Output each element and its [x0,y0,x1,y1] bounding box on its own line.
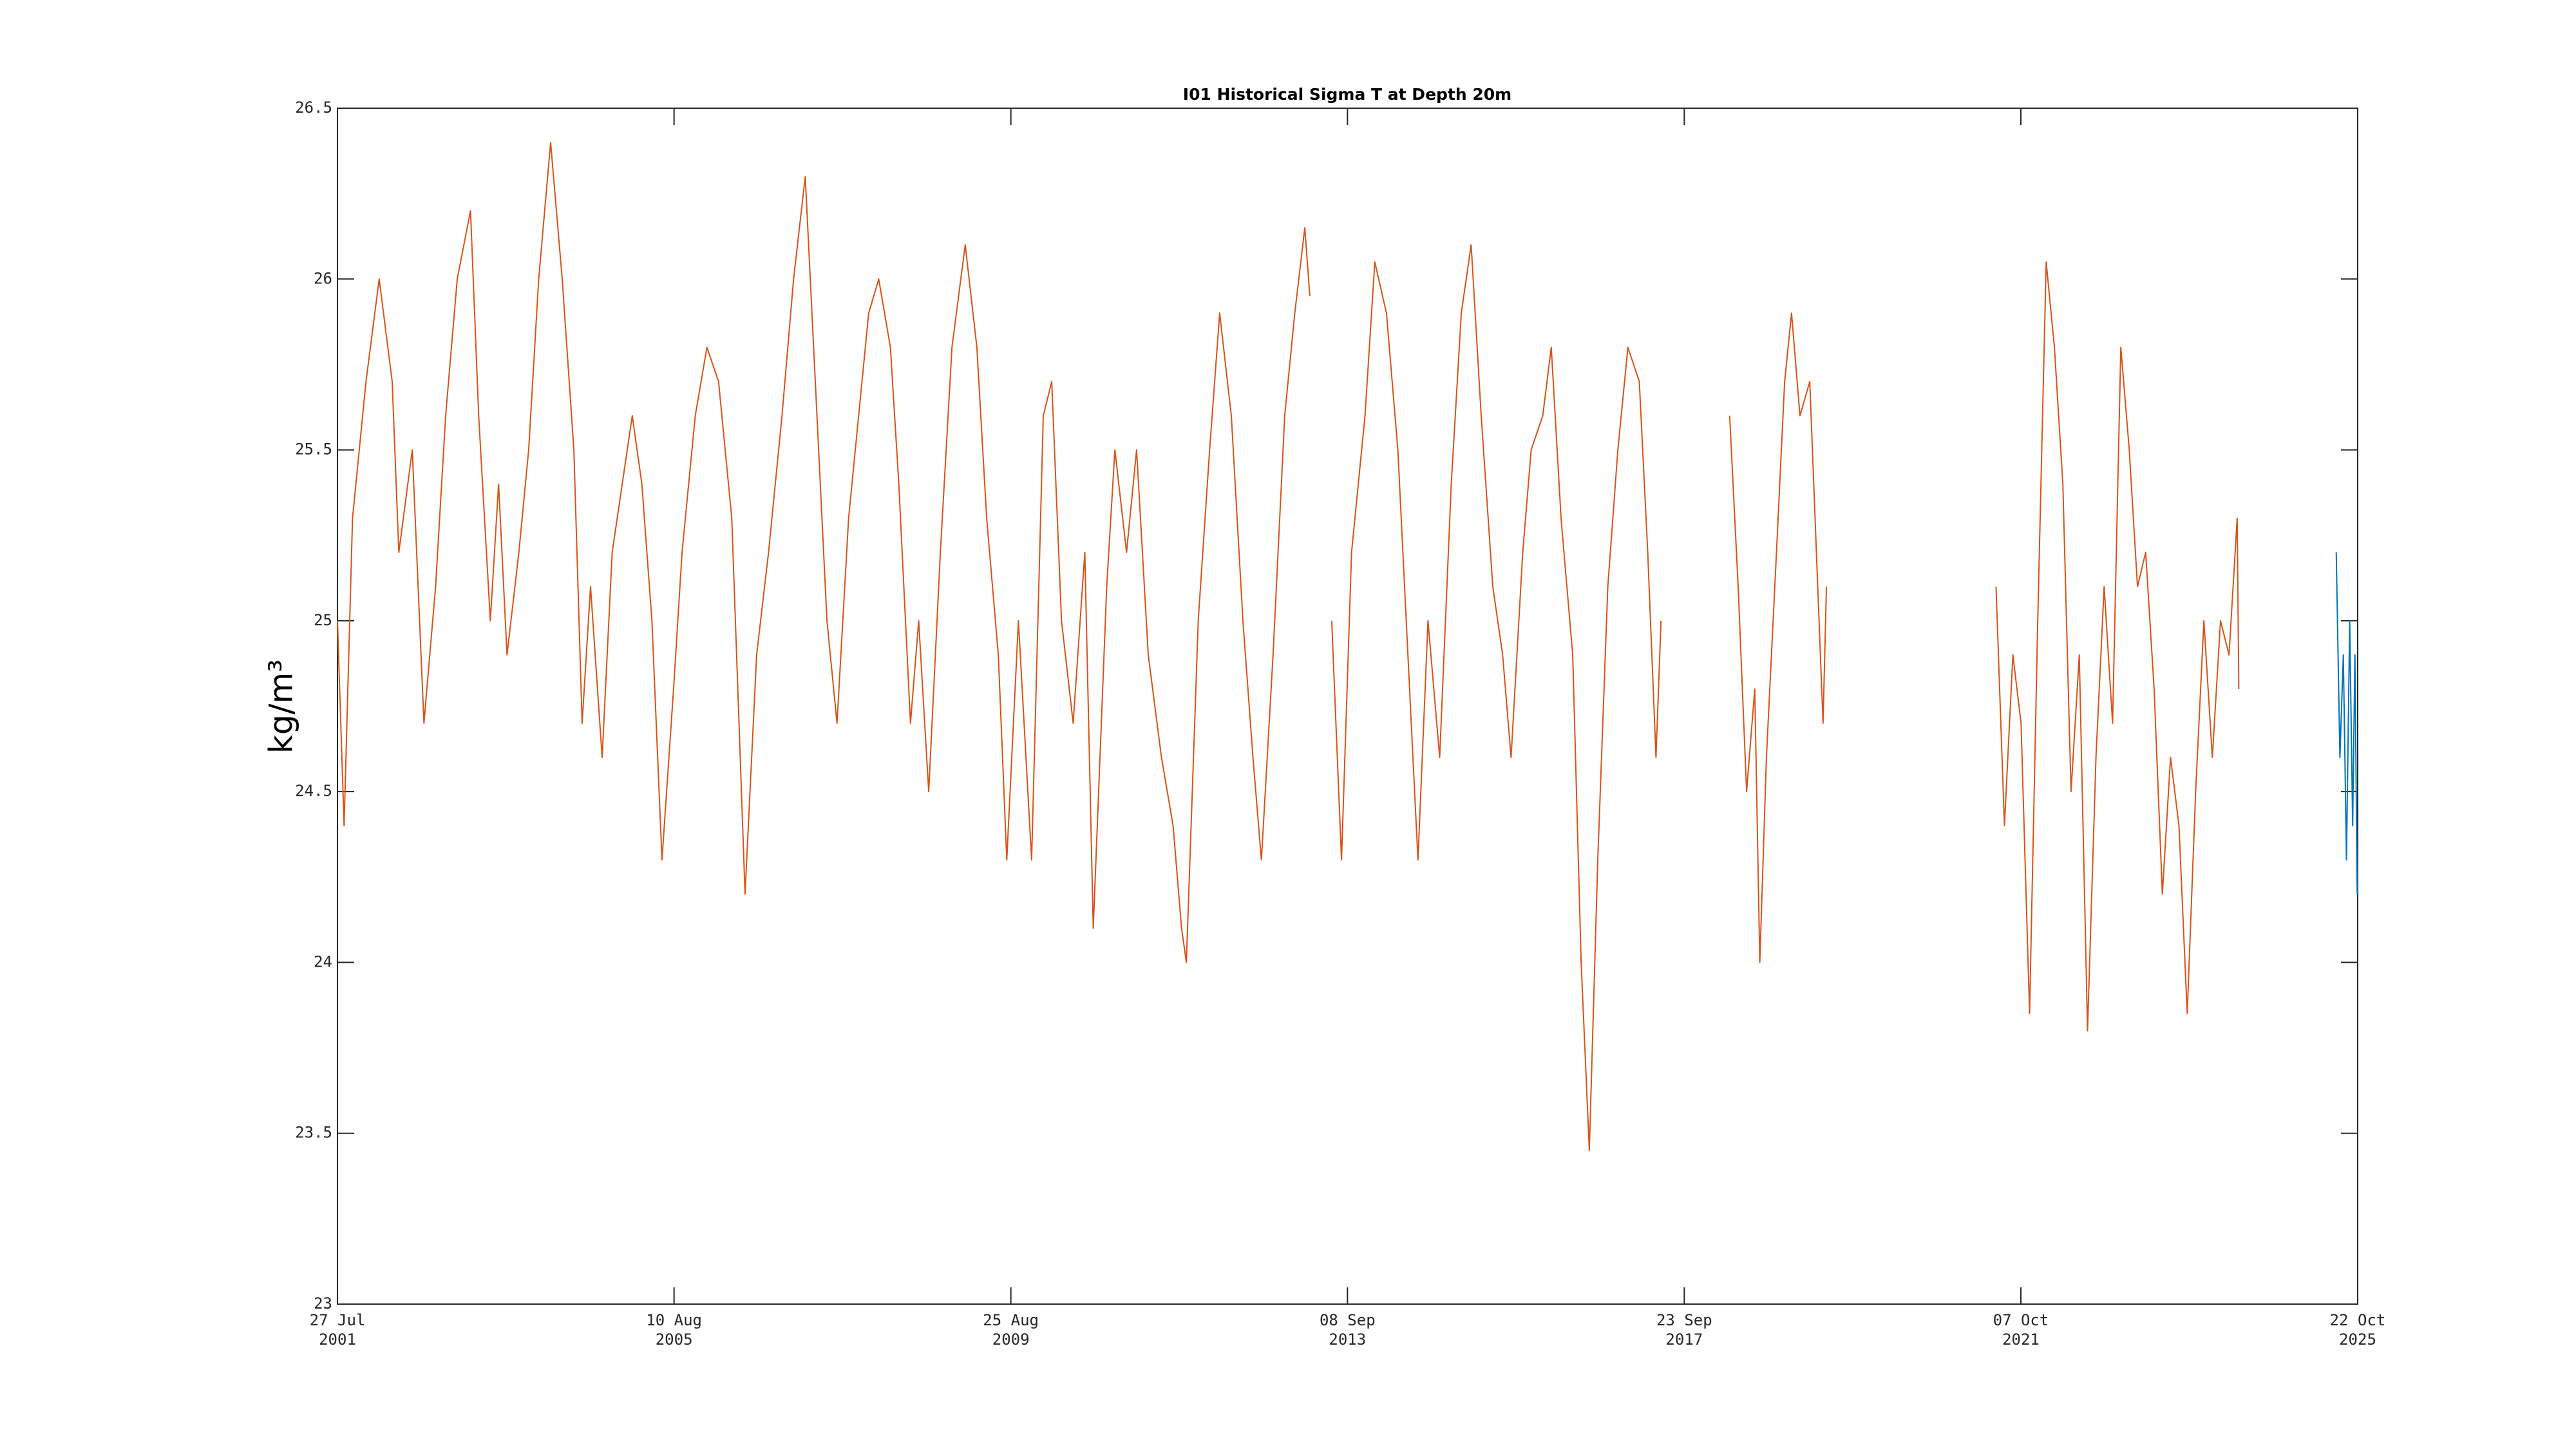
x-tick-label: 07 Oct 2021 [1993,1311,2049,1349]
y-tick-label: 26.5 [295,99,332,117]
chart-title: I01 Historical Sigma T at Depth 20m [1183,85,1511,104]
y-axis-label: kg/m³ [263,659,300,753]
y-tick-label: 24.5 [295,782,332,800]
x-tick-label: 25 Aug 2009 [983,1311,1039,1349]
data-line [2335,552,2358,895]
y-tick-label: 23 [314,1294,332,1312]
data-line [337,142,2240,1151]
y-tick-label: 25.5 [295,440,332,459]
y-tick-label: 25 [314,611,332,629]
y-tick-label: 23.5 [295,1124,332,1142]
x-tick-label: 22 Oct 2025 [2329,1311,2386,1349]
x-tick-label: 23 Sep 2017 [1656,1311,1712,1349]
plot-area [337,108,2358,1305]
x-tick-label: 27 Jul 2001 [309,1311,366,1349]
x-tick-label: 08 Sep 2013 [1319,1311,1376,1349]
y-tick-label: 24 [314,952,332,971]
x-tick-label: 10 Aug 2005 [646,1311,702,1349]
y-tick-label: 26 [314,269,332,287]
